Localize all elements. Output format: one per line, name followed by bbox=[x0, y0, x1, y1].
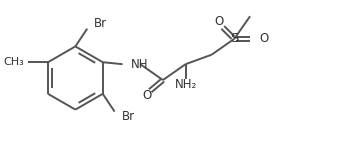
Text: O: O bbox=[143, 89, 152, 102]
Text: O: O bbox=[214, 15, 223, 28]
Text: NH₂: NH₂ bbox=[174, 78, 197, 91]
Text: Br: Br bbox=[94, 17, 107, 30]
Text: NH: NH bbox=[130, 58, 148, 71]
Text: S: S bbox=[230, 32, 238, 45]
Text: Br: Br bbox=[121, 110, 135, 123]
Text: O: O bbox=[259, 32, 268, 45]
Text: CH₃: CH₃ bbox=[3, 57, 24, 67]
